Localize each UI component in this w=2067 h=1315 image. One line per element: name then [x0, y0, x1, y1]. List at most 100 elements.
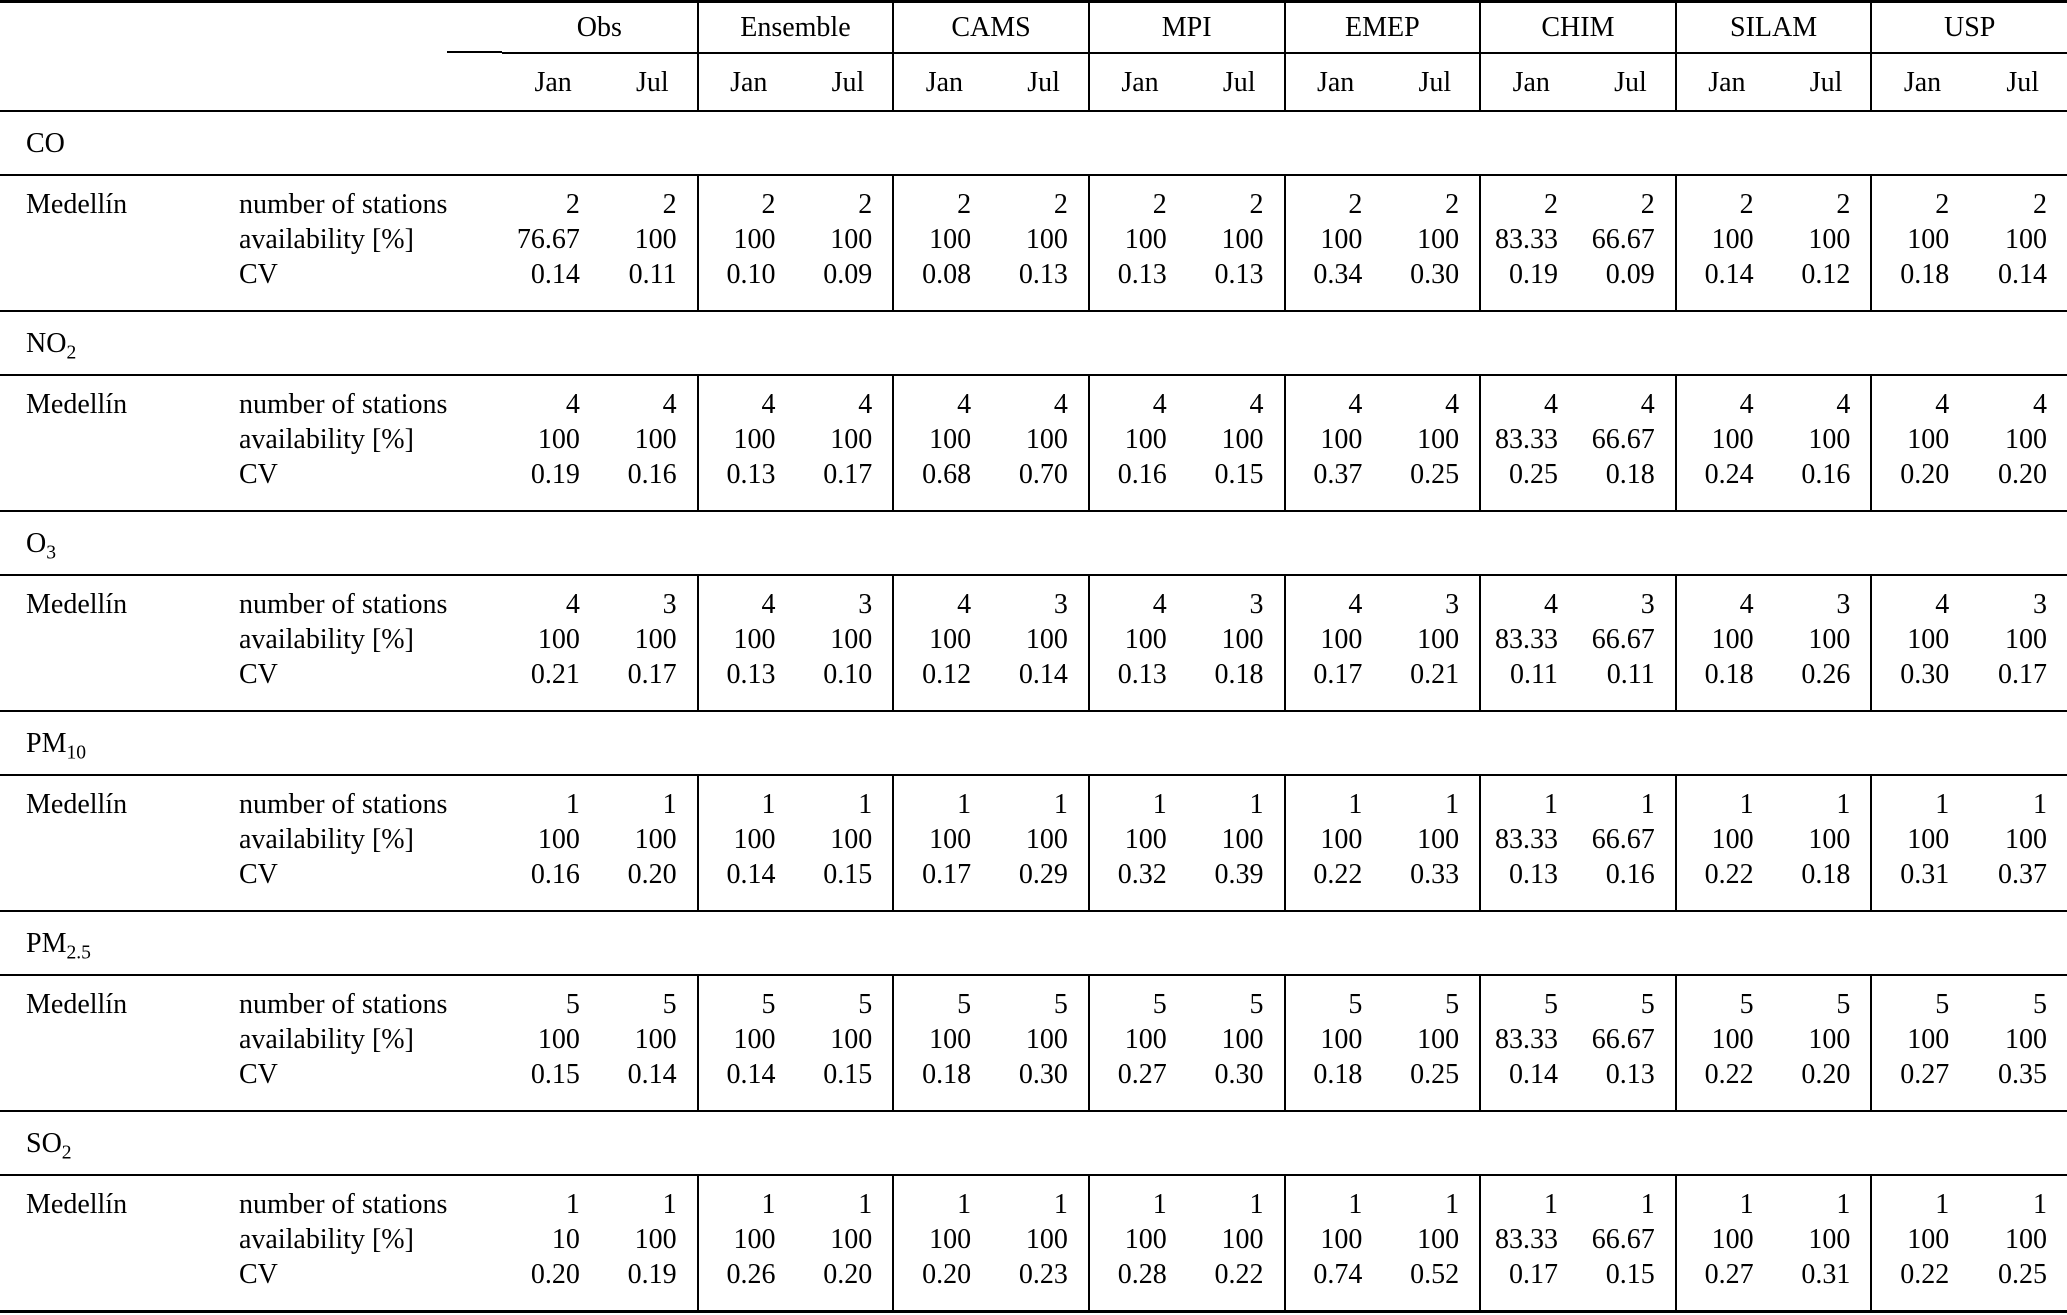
value-cell: 0.70 — [1018, 459, 1068, 490]
value-cell: 4 — [2033, 389, 2047, 420]
value-cell: 4 — [1836, 389, 1851, 420]
value-cell: 3 — [1640, 589, 1655, 620]
value-cell: 100 — [1283, 822, 1383, 857]
value-cell: 100 — [1808, 424, 1851, 455]
pollutant-section-header: SO2 — [0, 1110, 2067, 1176]
value-cell: 5 — [2033, 989, 2047, 1020]
value-cell: 4 — [1870, 575, 1970, 622]
value-cell: 0.17 — [627, 659, 677, 690]
value-cell: 0.18 — [1801, 859, 1851, 890]
pollutant-subscript: 10 — [66, 742, 87, 764]
value-cell: 100 — [1221, 1024, 1264, 1055]
city-label: Medellín — [26, 189, 128, 220]
value-cell: 0.12 — [1801, 259, 1851, 290]
value-cell: 1 — [1479, 775, 1578, 822]
value-cell: 2 — [892, 175, 992, 222]
value-cell: 1 — [662, 1189, 677, 1220]
value-cell: 1 — [696, 775, 796, 822]
metric-label: availability [%] — [239, 1224, 414, 1255]
value-cell: 4 — [1640, 389, 1655, 420]
value-cell: 4 — [1479, 375, 1578, 422]
value-cell: 4 — [1445, 389, 1460, 420]
value-cell: 1 — [1053, 1189, 1068, 1220]
metric-label: CV — [239, 659, 278, 690]
value-cell: 100 — [537, 1024, 580, 1055]
value-cell: 5 — [858, 989, 873, 1020]
value-cell: 0.18 — [1674, 657, 1774, 711]
value-cell: 100 — [1025, 824, 1068, 855]
value-cell: 100 — [1674, 822, 1774, 857]
value-cell: 83.33 — [1479, 222, 1578, 257]
city-label: Medellín — [26, 789, 128, 820]
data-row: availability [%] 10 100 100 100 100 100 100 100 1… — [0, 1222, 2067, 1257]
value-cell: 0.16 — [1605, 859, 1655, 890]
value-cell: 3 — [662, 589, 677, 620]
value-cell: 1 — [1445, 789, 1460, 820]
value-cell: 0.34 — [1283, 257, 1383, 311]
metric-label: availability [%] — [239, 624, 414, 655]
column-group-header: MPI — [1087, 1, 1285, 54]
value-cell: 2 — [662, 189, 677, 220]
value-cell: 1 — [565, 1189, 580, 1220]
value-cell: 100 — [696, 222, 796, 257]
value-cell: 0.27 — [1087, 1057, 1187, 1111]
value-cell: 0.37 — [1283, 457, 1383, 511]
value-cell: 5 — [1445, 989, 1460, 1020]
value-cell: 100 — [1870, 622, 1970, 657]
data-row: availability [%] 100 100 100 100 100 100 100 100… — [0, 1022, 2067, 1057]
value-cell: 2 — [858, 189, 873, 220]
pollutant-name: PM — [26, 727, 67, 759]
value-cell: 100 — [1808, 1024, 1851, 1055]
value-cell: 83.33 — [1479, 822, 1578, 857]
value-cell: 100 — [830, 224, 873, 255]
value-cell: 100 — [1283, 622, 1383, 657]
value-cell: 0.28 — [1087, 1257, 1187, 1312]
data-row: availability [%] 76.67 100 100 100 100 100 100 1… — [0, 222, 2067, 257]
data-row: Medellín number of stations 5 5 5 5 5 5 5 5 5 5 5 5 5 5… — [0, 975, 2067, 1022]
value-cell: 100 — [1674, 422, 1774, 457]
value-cell: 0.19 — [530, 459, 580, 490]
value-cell: 100 — [1087, 222, 1187, 257]
value-cell: 0.14 — [1479, 1057, 1578, 1111]
metric-label: number of stations — [239, 1189, 448, 1220]
value-cell: 5 — [1674, 975, 1774, 1022]
value-cell: 0.21 — [1410, 659, 1460, 690]
value-cell: 0.32 — [1087, 857, 1187, 911]
value-cell: 3 — [2033, 589, 2047, 620]
value-cell: 100 — [1674, 222, 1774, 257]
value-cell: 0.18 — [1605, 459, 1655, 490]
value-cell: 100 — [1417, 1224, 1460, 1255]
value-cell: 100 — [634, 1224, 677, 1255]
metric-label: number of stations — [239, 589, 448, 620]
value-cell: 0.10 — [696, 257, 796, 311]
month-column-header: Jul — [1577, 53, 1676, 112]
metric-label: CV — [239, 459, 278, 490]
value-cell: 4 — [1870, 375, 1970, 422]
value-cell: 4 — [565, 589, 580, 620]
value-cell: 2 — [1249, 189, 1264, 220]
value-cell: 1 — [1674, 775, 1774, 822]
value-cell: 100 — [1283, 1022, 1383, 1057]
header-spacer — [0, 53, 502, 112]
value-cell: 0.39 — [1214, 859, 1264, 890]
value-cell: 0.30 — [1870, 657, 1970, 711]
value-cell: 0.52 — [1410, 1259, 1460, 1290]
pollutant-section-row: PM2.5 — [0, 910, 2067, 976]
value-cell: 100 — [830, 624, 873, 655]
value-cell: 0.35 — [1998, 1059, 2047, 1090]
value-cell: 100 — [1221, 424, 1264, 455]
value-cell: 4 — [1283, 375, 1383, 422]
pollutant-section-row: O3 — [0, 510, 2067, 576]
value-cell: 0.20 — [823, 1259, 873, 1290]
value-cell: 100 — [2005, 1024, 2047, 1055]
value-cell: 5 — [1053, 989, 1068, 1020]
value-cell: 1 — [1479, 1175, 1578, 1222]
pollutant-subscript: 2.5 — [66, 942, 91, 964]
value-cell: 100 — [634, 824, 677, 855]
value-cell: 100 — [892, 822, 992, 857]
metric-label: number of stations — [239, 389, 448, 420]
metric-label: availability [%] — [239, 224, 414, 255]
value-cell: 0.13 — [1605, 1059, 1655, 1090]
value-cell: 100 — [696, 1222, 796, 1257]
value-cell: 0.14 — [1018, 659, 1068, 690]
